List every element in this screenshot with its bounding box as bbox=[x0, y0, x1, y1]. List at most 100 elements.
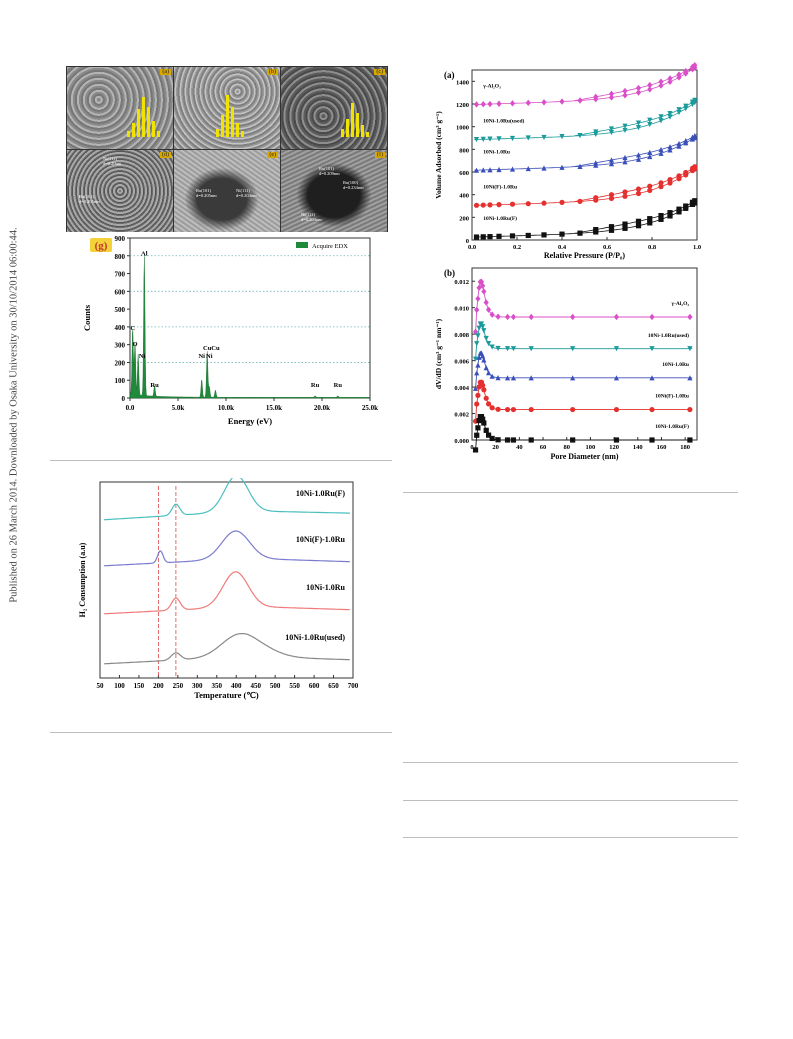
data-point bbox=[472, 385, 479, 391]
data-point bbox=[489, 405, 495, 411]
data-point bbox=[474, 432, 480, 438]
data-point bbox=[525, 165, 531, 172]
data-point bbox=[489, 435, 495, 442]
data-point bbox=[483, 335, 489, 342]
series-label: 10Ni(F)-1.0Ru bbox=[296, 535, 346, 544]
x-tick-label: 160 bbox=[657, 444, 667, 451]
data-point bbox=[504, 437, 511, 443]
y-tick-label: 0.012 bbox=[454, 279, 469, 286]
data-point bbox=[622, 154, 628, 161]
section-divider bbox=[50, 732, 392, 733]
publication-side-note: Published on 26 March 2014. Downloaded b… bbox=[6, 190, 22, 640]
legend-swatch bbox=[296, 242, 308, 248]
lattice-spacing: d=0.204nm bbox=[301, 217, 322, 222]
data-point bbox=[496, 233, 502, 239]
x-tick-label: 180 bbox=[680, 444, 690, 451]
data-point bbox=[495, 345, 501, 352]
x-tick-label: 250 bbox=[173, 682, 184, 690]
y-tick-label: 0.004 bbox=[454, 385, 469, 392]
peak-label: Ni bbox=[198, 353, 205, 360]
data-point bbox=[481, 357, 487, 363]
data-point bbox=[622, 193, 628, 199]
data-point bbox=[687, 375, 693, 381]
data-point bbox=[667, 213, 673, 219]
data-point bbox=[509, 100, 516, 107]
size-histogram-c bbox=[339, 89, 379, 137]
data-point bbox=[509, 135, 516, 142]
data-point bbox=[525, 135, 531, 141]
data-point bbox=[525, 201, 531, 207]
lattice-spacing: d=0.205nm bbox=[196, 193, 217, 198]
data-point bbox=[541, 200, 547, 206]
x-tick-label: 80 bbox=[563, 444, 570, 451]
data-point bbox=[647, 153, 653, 160]
data-point bbox=[473, 136, 480, 143]
panel-label-e: (e) bbox=[267, 152, 278, 158]
data-point bbox=[647, 183, 653, 189]
y-tick-label: 0 bbox=[122, 395, 126, 403]
tpr-curve bbox=[103, 633, 350, 665]
section-divider bbox=[50, 460, 392, 461]
data-point bbox=[649, 437, 655, 443]
data-point bbox=[559, 98, 565, 105]
lattice-spacing: d=0.234nm bbox=[343, 185, 364, 190]
data-point bbox=[480, 101, 486, 108]
tem-panel-a: (a) bbox=[67, 67, 173, 149]
data-point bbox=[667, 147, 673, 153]
tpr-curve bbox=[103, 478, 350, 521]
legend-label: Acquire EDX bbox=[312, 243, 348, 250]
x-tick-label: 20 bbox=[492, 444, 499, 451]
peak-label: O bbox=[132, 341, 137, 348]
data-point bbox=[676, 143, 682, 149]
data-point bbox=[478, 321, 485, 327]
tpr-curve bbox=[103, 530, 350, 567]
x-tick-label: 500 bbox=[270, 682, 281, 690]
data-point bbox=[577, 97, 583, 104]
data-point bbox=[570, 437, 576, 443]
table-rule bbox=[403, 837, 738, 838]
x-axis-label: Relative Pressure (P/P₀) bbox=[544, 251, 626, 260]
data-point bbox=[510, 375, 517, 381]
data-point bbox=[559, 164, 565, 170]
data-point bbox=[496, 202, 502, 208]
data-point bbox=[476, 325, 482, 331]
data-point bbox=[649, 313, 655, 321]
data-point bbox=[649, 375, 655, 381]
data-point bbox=[570, 313, 576, 321]
data-point bbox=[692, 164, 698, 170]
data-point bbox=[658, 146, 664, 153]
x-tick-label: 25.0k bbox=[362, 404, 378, 412]
x-tick-label: 20.0k bbox=[314, 404, 330, 412]
data-point bbox=[667, 114, 673, 120]
side-note-text: Published on 26 March 2014. Downloaded b… bbox=[8, 227, 20, 603]
data-point bbox=[692, 97, 698, 103]
data-point bbox=[608, 160, 615, 167]
data-point bbox=[649, 346, 655, 352]
data-point bbox=[687, 313, 693, 321]
data-point bbox=[541, 165, 547, 171]
y-tick-label: 300 bbox=[115, 342, 126, 350]
edx-spectrum-chart: 0 100 200 300 400 500 600 700 800 900 0.0 5.0k 10.0k… bbox=[82, 235, 378, 426]
data-point bbox=[528, 406, 534, 413]
tem-panel-e: (e) Ru(101) d=0.205nm Ni(111) d=0.204nm bbox=[174, 150, 280, 232]
isotherm-curve bbox=[474, 63, 697, 105]
data-point bbox=[487, 202, 493, 208]
table-rule bbox=[403, 800, 738, 801]
data-point bbox=[608, 90, 615, 98]
data-point bbox=[635, 218, 642, 224]
data-point bbox=[476, 354, 482, 360]
data-point bbox=[676, 173, 682, 179]
x-tick-label: 60 bbox=[540, 444, 547, 451]
data-point bbox=[676, 140, 682, 147]
data-point bbox=[577, 163, 583, 169]
data-point bbox=[577, 198, 583, 204]
peak-label: Ni bbox=[139, 353, 146, 360]
y-axis-label: dV/dD (cm³ g⁻¹ nm⁻¹) bbox=[434, 318, 443, 389]
lattice-label: Ni(111) bbox=[301, 212, 315, 217]
data-point bbox=[489, 344, 495, 350]
data-point bbox=[683, 138, 689, 144]
series-label: 10Ni-1.0Ru(F) bbox=[483, 215, 517, 222]
data-point bbox=[667, 110, 673, 117]
x-tick-label: 0.8 bbox=[648, 244, 657, 251]
data-point bbox=[687, 437, 693, 443]
